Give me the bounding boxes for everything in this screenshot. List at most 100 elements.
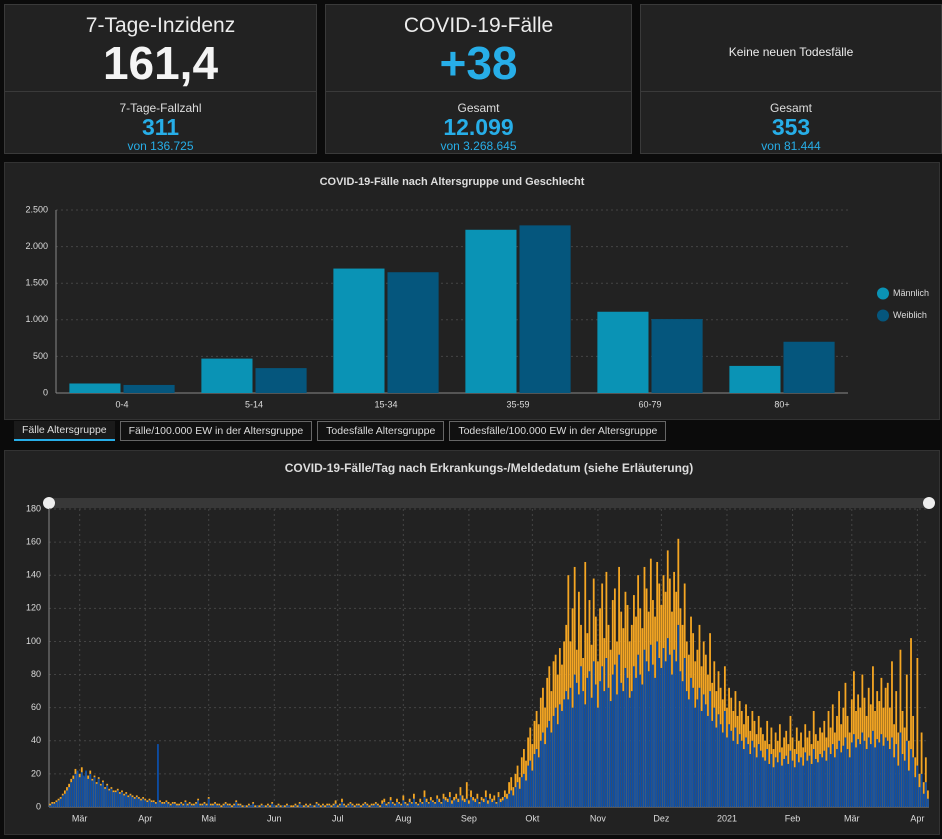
y-tick-label: 2.000 (25, 241, 48, 251)
kpi-title: Keine neuen Todesfälle (728, 45, 854, 59)
bar (180, 803, 183, 807)
bar (70, 782, 73, 807)
bar (861, 732, 864, 807)
bar (57, 800, 60, 807)
tab[interactable]: Todesfälle Altersgruppe (317, 421, 445, 441)
bar (255, 368, 307, 393)
bar (275, 805, 278, 807)
kpi-sub-value: 311 (141, 114, 180, 140)
bar (688, 699, 690, 807)
bar (91, 780, 94, 807)
bar (749, 754, 752, 807)
x-tick-label: Jul (332, 813, 344, 823)
bar (186, 805, 189, 807)
bar (222, 805, 225, 807)
bar (802, 765, 805, 807)
bar (389, 800, 392, 807)
bar (656, 641, 659, 807)
bar (755, 757, 758, 807)
bar (150, 802, 153, 807)
bar (738, 734, 741, 807)
bar (914, 777, 917, 807)
bar (778, 752, 781, 807)
y-tick-label: 80 (31, 669, 41, 679)
bar (355, 805, 358, 807)
bar (859, 744, 862, 807)
bar (639, 674, 642, 807)
bar (781, 765, 783, 807)
bar (341, 802, 343, 807)
bar (535, 749, 538, 807)
bar (195, 803, 197, 807)
x-tick-label: 5-14 (245, 399, 263, 409)
tab[interactable]: Fälle Altersgruppe (14, 421, 115, 441)
x-tick-label: Nov (590, 813, 607, 823)
bar (671, 674, 673, 807)
x-tick-label: Dez (653, 813, 670, 823)
bar (448, 797, 451, 807)
bar (573, 674, 576, 807)
bar (609, 701, 612, 807)
bar (571, 707, 574, 807)
bar (567, 699, 570, 807)
bar (685, 691, 688, 807)
bar (831, 744, 834, 807)
x-tick-label: Feb (785, 813, 801, 823)
bar (520, 777, 523, 807)
bar (442, 798, 445, 807)
bar (503, 797, 506, 807)
kpi-card: Keine neuen Todesfälle Gesamt 353 von 81… (640, 4, 942, 154)
bar (333, 268, 385, 393)
bar (216, 805, 219, 807)
bar (372, 805, 375, 807)
x-tick-label: Aug (395, 813, 411, 823)
bar (616, 694, 618, 807)
bar (927, 798, 929, 807)
bar (66, 790, 68, 807)
bar (912, 757, 915, 807)
bar (152, 802, 155, 807)
bar (396, 802, 398, 807)
bar (729, 365, 781, 393)
y-tick-label: 60 (31, 702, 41, 712)
bar (294, 805, 297, 807)
kpi-title: 7-Tage-Inzidenz (85, 14, 236, 37)
bar (381, 803, 384, 807)
bar (798, 762, 800, 807)
bar (787, 763, 790, 807)
bar (142, 798, 145, 807)
slider-handle[interactable] (923, 497, 935, 509)
bar (910, 749, 912, 807)
y-tick-label: 160 (26, 536, 41, 546)
bar (766, 749, 769, 807)
bar (916, 765, 919, 807)
bar (730, 730, 733, 807)
bar (144, 800, 147, 807)
bar (406, 805, 409, 807)
bar (611, 674, 614, 807)
slider-handle[interactable] (43, 497, 55, 509)
bar (920, 773, 923, 807)
bar (123, 795, 125, 807)
bar (700, 710, 703, 807)
bar (878, 742, 881, 807)
bar (419, 802, 422, 807)
bar (159, 802, 161, 807)
range-slider[interactable] (49, 498, 929, 508)
bar (324, 805, 326, 807)
bar (497, 797, 500, 807)
bar (83, 775, 85, 807)
bar (651, 319, 703, 393)
bar (171, 803, 174, 807)
bar (519, 225, 571, 393)
bar (491, 802, 494, 807)
bar (905, 740, 908, 807)
bar (757, 744, 760, 807)
tab[interactable]: Fälle/100.000 EW in der Altersgruppe (119, 421, 313, 441)
bar (872, 730, 874, 807)
bar (565, 691, 568, 807)
bar (374, 803, 377, 807)
bar (888, 749, 891, 807)
tab[interactable]: Todesfälle/100.000 EW in der Altersgrupp… (449, 421, 667, 441)
bar (772, 767, 775, 807)
